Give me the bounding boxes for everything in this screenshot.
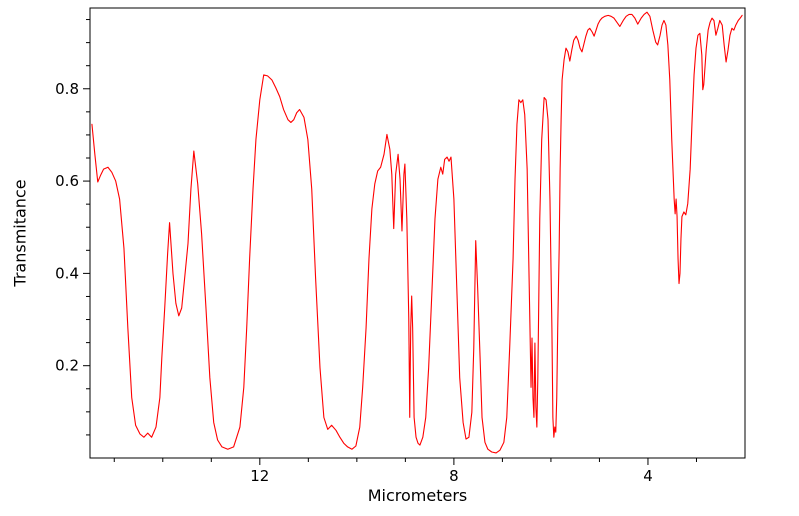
- y-axis-label: Transmitance: [10, 179, 30, 287]
- y-tick-label: 0.4: [55, 264, 79, 282]
- spectrum-curve: [91, 11, 743, 454]
- y-tick-label: 0.8: [55, 80, 79, 98]
- x-axis-label: Micrometers: [367, 486, 468, 505]
- x-tick-label: 8: [449, 467, 459, 485]
- x-tick-label: 12: [250, 467, 269, 485]
- y-tick-label: 0.6: [55, 172, 79, 190]
- y-tick-label: 0.2: [55, 357, 79, 375]
- x-tick-label: 4: [643, 467, 653, 485]
- plot-border: [89, 7, 746, 459]
